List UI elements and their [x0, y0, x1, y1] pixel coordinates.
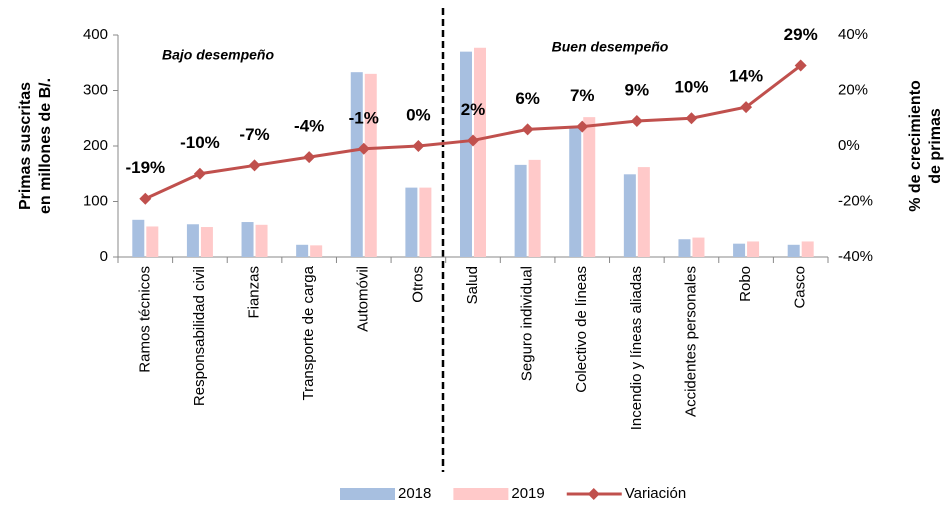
data-label: -4%: [294, 117, 324, 136]
y2-tick-label: -40%: [838, 248, 873, 265]
bar: [132, 219, 145, 257]
x-tick-label: Otros: [409, 266, 426, 303]
x-tick-label: Casco: [792, 266, 809, 309]
y2-axis-label: de primas: [927, 108, 944, 184]
bar: [623, 174, 636, 257]
x-tick-label: Robo: [737, 266, 754, 302]
data-label: 0%: [406, 105, 431, 124]
bar: [474, 47, 486, 257]
y2-tick-label: -20%: [838, 192, 873, 209]
y2-tick-label: 20%: [838, 81, 868, 98]
marker: [139, 192, 152, 205]
legend-label: 2018: [398, 485, 431, 502]
bar: [200, 227, 213, 257]
annotation: Bajo desempeño: [162, 47, 274, 63]
x-tick-label: Automóvil: [355, 266, 372, 332]
legend-label: Variación: [625, 485, 686, 502]
data-label: 14%: [729, 67, 763, 86]
bar: [186, 224, 199, 257]
bar: [514, 164, 527, 257]
marker: [467, 134, 479, 147]
y-tick-label: 0: [100, 248, 108, 265]
bar: [146, 226, 159, 257]
marker: [357, 142, 370, 155]
x-tick-label: Salud: [464, 266, 481, 304]
bar: [364, 73, 377, 257]
legend-swatch: [453, 488, 509, 500]
bar: [678, 239, 691, 257]
x-tick-label: Transporte de carga: [300, 265, 317, 400]
marker: [412, 140, 425, 152]
x-tick-label: Responsabilidad civil: [191, 266, 208, 406]
y-tick-label: 200: [83, 137, 108, 154]
bar: [787, 244, 800, 257]
bar: [405, 187, 418, 257]
bar: [255, 224, 268, 257]
marker: [193, 167, 206, 180]
data-label: -19%: [125, 158, 165, 177]
data-label: -10%: [180, 133, 220, 152]
data-label: 9%: [625, 81, 650, 100]
y2-tick-label: 40%: [838, 26, 868, 43]
bar: [637, 167, 650, 257]
bar: [419, 187, 432, 257]
bar: [350, 72, 363, 257]
bar: [241, 222, 254, 257]
data-label: -1%: [349, 108, 379, 127]
y2-axis-label: % de crecimiento: [907, 80, 924, 212]
x-tick-label: Fianzas: [246, 266, 263, 319]
x-tick-label: Accidentes personales: [682, 266, 699, 417]
legend-label: 2019: [511, 485, 544, 502]
marker: [248, 159, 261, 172]
y-tick-label: 400: [83, 26, 108, 43]
data-label: 7%: [570, 86, 595, 105]
bar: [801, 241, 814, 257]
x-tick-label: Ramos técnicos: [136, 266, 153, 373]
y-tick-label: 100: [83, 192, 108, 209]
legend-marker: [587, 488, 600, 500]
marker: [794, 59, 807, 72]
data-label: 10%: [674, 78, 708, 97]
data-label: -7%: [239, 125, 269, 144]
y-axis-label: en millones de B/.: [37, 78, 54, 214]
data-label: 6%: [515, 89, 540, 108]
bar: [569, 126, 582, 257]
data-label: 29%: [784, 25, 818, 44]
y-tick-label: 300: [83, 81, 108, 98]
bar: [583, 117, 596, 257]
legend-swatch: [340, 488, 395, 500]
marker: [740, 101, 753, 114]
x-tick-label: Seguro individual: [519, 266, 536, 381]
marker: [303, 151, 316, 164]
x-tick-label: Colectivo de líneas: [573, 266, 590, 393]
marker: [630, 115, 643, 128]
bar: [296, 244, 309, 257]
bar: [692, 237, 705, 257]
annotation: Buen desempeño: [552, 39, 669, 55]
y-axis-label: Primas suscritas: [17, 82, 34, 210]
bar: [460, 51, 472, 258]
marker: [576, 120, 589, 133]
bar: [310, 245, 323, 257]
bar: [747, 241, 760, 257]
bar: [733, 243, 746, 257]
bar: [528, 159, 541, 257]
x-tick-label: Incendio y líneas aliadas: [628, 266, 645, 430]
marker: [521, 123, 534, 136]
y2-tick-label: 0%: [838, 137, 860, 154]
data-label: 2%: [461, 100, 486, 119]
marker: [685, 112, 698, 125]
